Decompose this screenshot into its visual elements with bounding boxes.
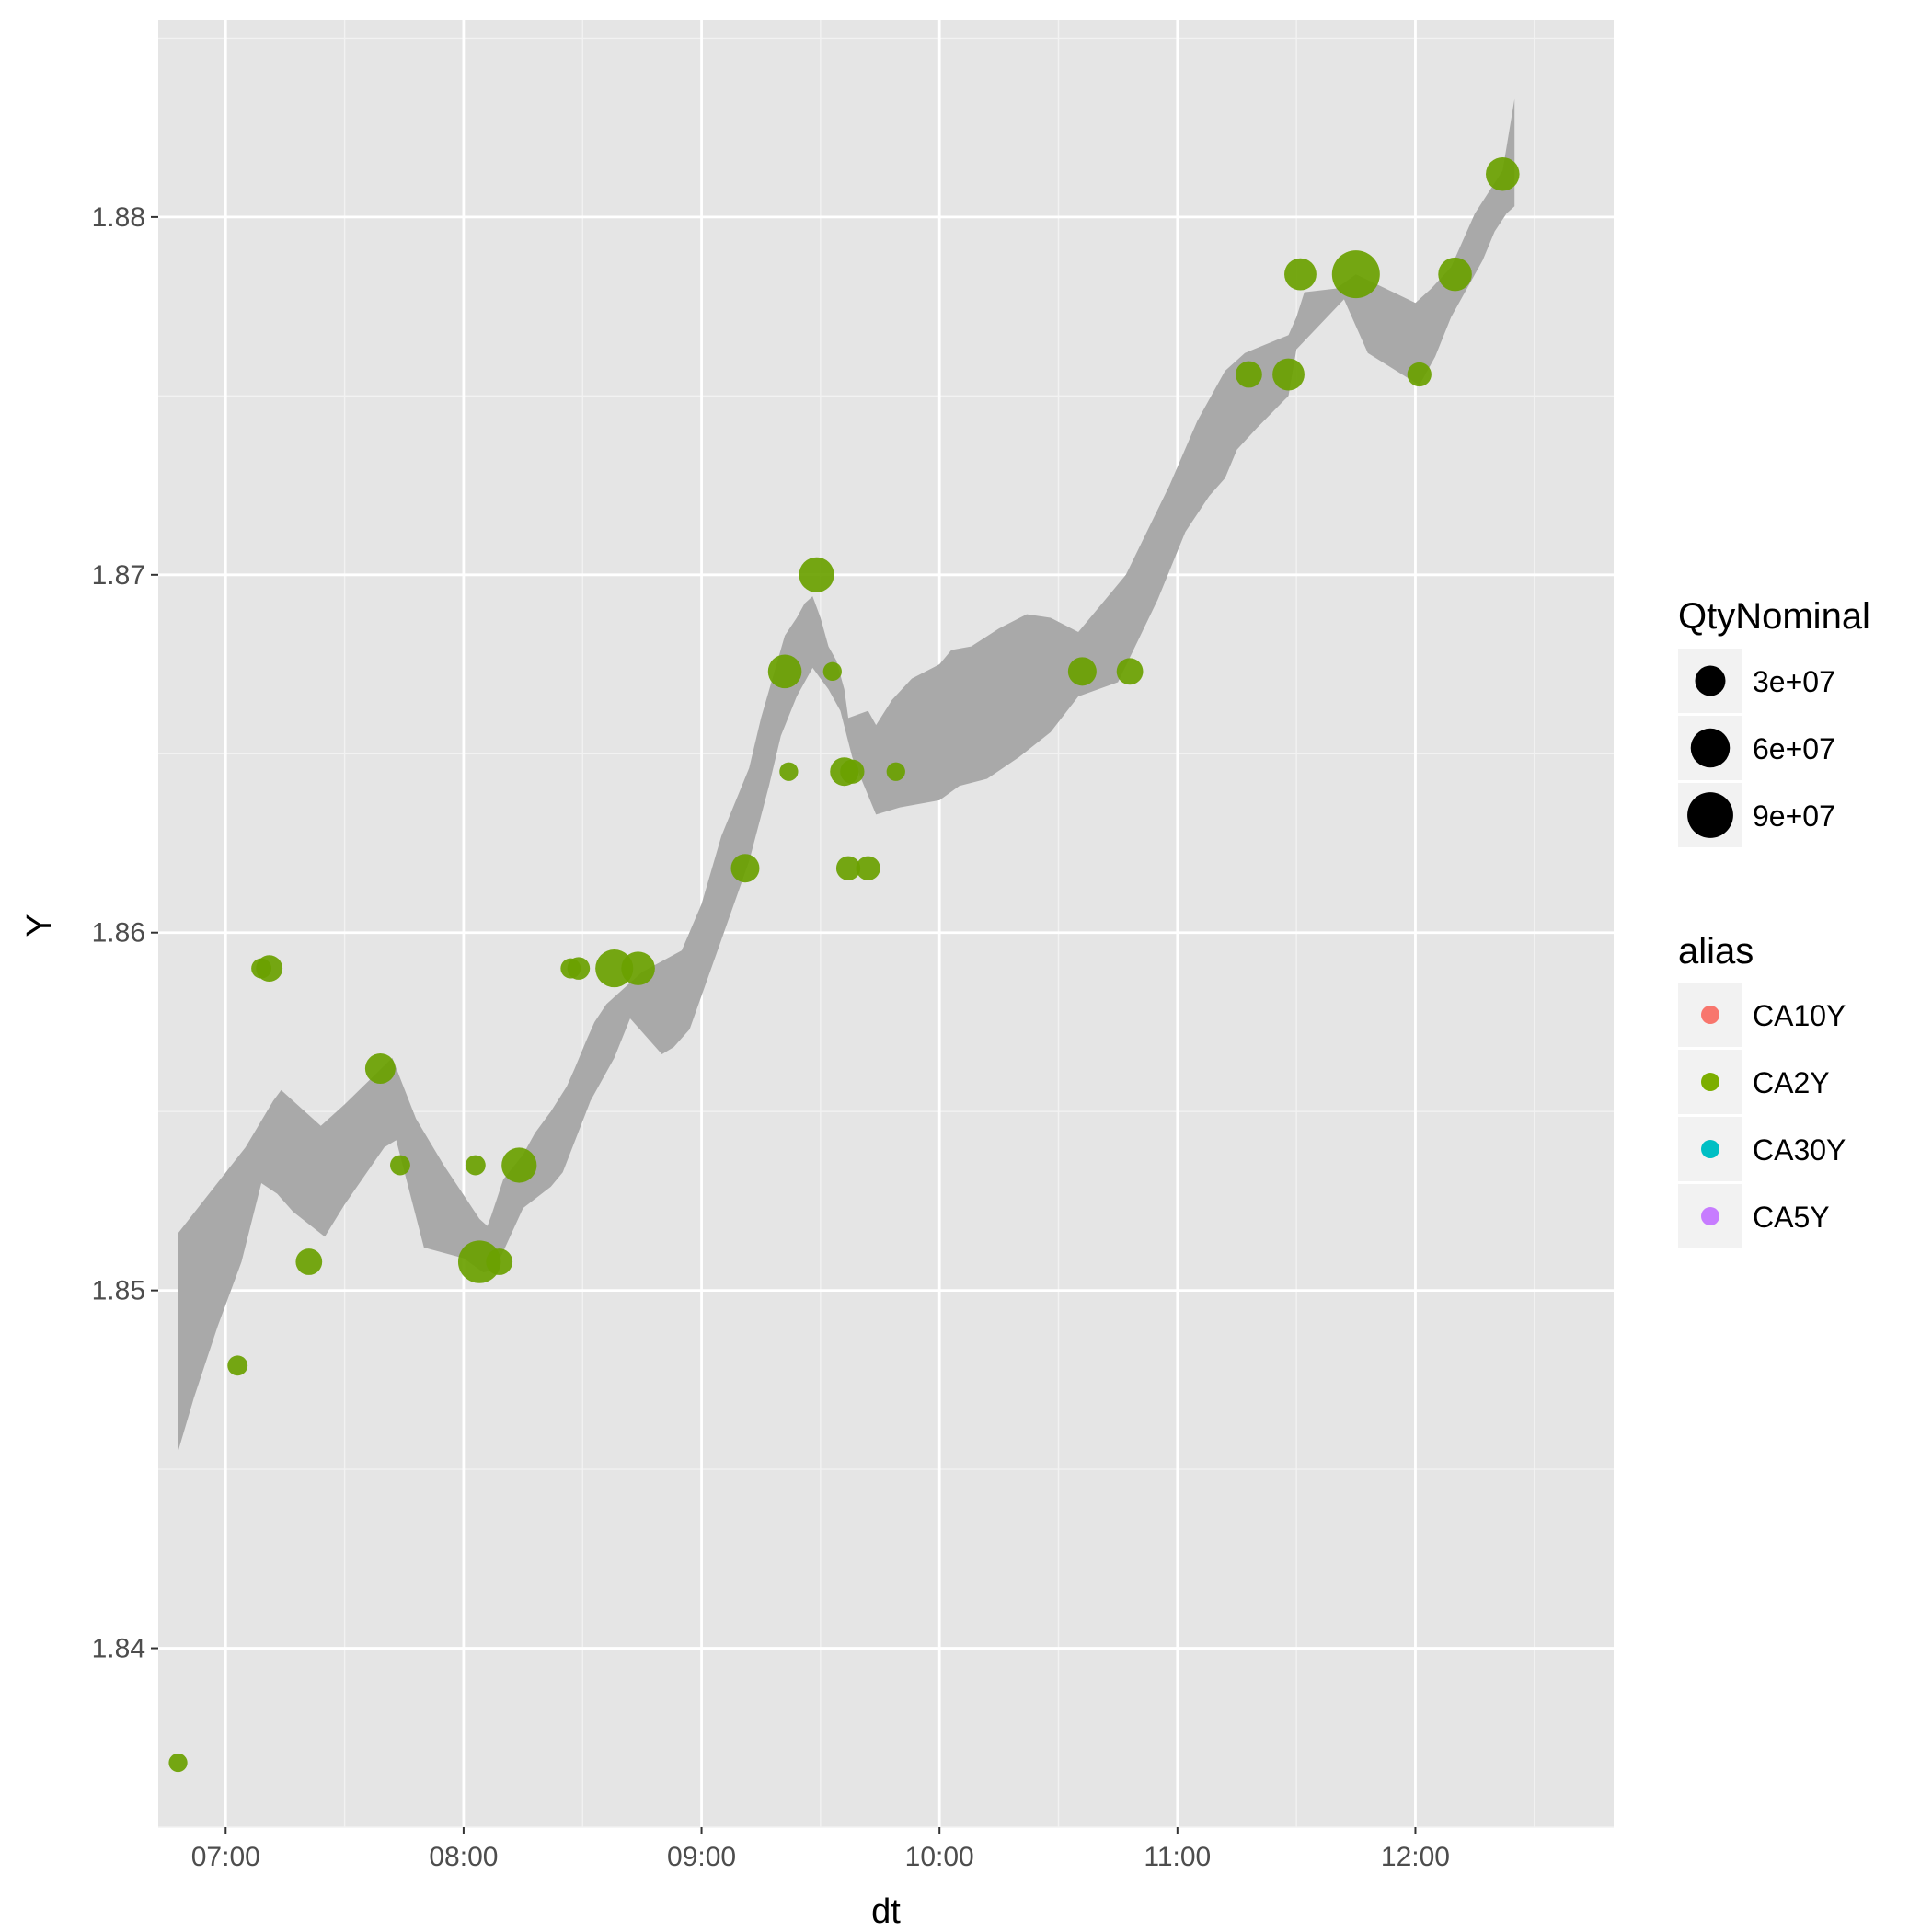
y-axis: 1.84 1.85 1.86 1.87 1.88 [92,202,158,1664]
data-point [1284,258,1317,291]
data-point [486,1248,513,1275]
data-point [767,654,802,689]
data-point [840,759,865,784]
color-legend-label: CA5Y [1753,1201,1830,1234]
size-legend-dot [1687,792,1733,838]
color-legend-title: alias [1678,931,1754,972]
size-legend-label: 3e+07 [1753,665,1835,698]
data-point [1236,361,1262,388]
y-tick-label: 1.85 [92,1276,145,1306]
data-point [227,1355,248,1376]
data-point [256,955,283,982]
data-point [295,1248,323,1275]
x-axis: 07:00 08:00 09:00 10:00 11:00 12:00 [191,1827,1450,1872]
data-point [621,951,655,985]
color-legend-label: CA30Y [1753,1133,1846,1167]
size-legend: QtyNominal 3e+07 6e+07 9e+07 [1678,596,1870,847]
x-tick-label: 12:00 [1381,1842,1450,1872]
size-legend-dot [1690,728,1731,768]
data-point [779,762,799,781]
data-point [799,557,834,592]
data-point [364,1053,396,1085]
data-point [501,1147,537,1183]
color-legend-dot [1701,1140,1719,1158]
data-point [835,856,861,880]
data-point [567,957,591,980]
y-tick-label: 1.86 [92,918,145,949]
data-points [168,156,1520,1773]
plot-panel [158,20,1614,1827]
data-point [390,1155,410,1176]
data-point [168,1753,188,1773]
data-point [1407,362,1432,387]
color-legend-label: CA10Y [1753,999,1846,1032]
data-point [856,856,880,880]
data-point [730,854,760,883]
x-tick-label: 07:00 [191,1842,260,1872]
y-tick-label: 1.88 [92,202,145,233]
color-legend-dot [1701,1006,1719,1024]
size-legend-title: QtyNominal [1678,596,1870,637]
data-point [822,661,842,681]
y-tick-label: 1.84 [92,1634,145,1664]
x-axis-title: dt [871,1892,901,1931]
data-point [1486,156,1520,191]
major-gridlines [158,20,1614,1827]
x-tick-label: 09:00 [667,1842,736,1872]
data-point [595,949,634,988]
data-point [465,1155,486,1176]
y-tick-label: 1.87 [92,560,145,591]
data-point [1067,657,1097,686]
x-tick-label: 08:00 [429,1842,498,1872]
color-legend-label: CA2Y [1753,1066,1830,1099]
color-legend-dot [1701,1207,1719,1225]
size-legend-label: 9e+07 [1753,799,1835,833]
x-tick-label: 10:00 [905,1842,974,1872]
size-legend-label: 6e+07 [1753,732,1835,765]
data-point [886,762,905,781]
y-axis-title: Y [20,914,59,937]
data-point [1272,358,1305,391]
color-legend-dot [1701,1073,1719,1091]
x-tick-label: 11:00 [1144,1842,1211,1872]
size-legend-dot [1695,665,1726,696]
color-legend: alias CA10Y CA2Y CA30Y CA5Y [1678,931,1846,1248]
data-point [457,1240,501,1283]
data-point [1116,658,1144,685]
data-point [1331,250,1380,299]
data-point [1438,257,1472,292]
